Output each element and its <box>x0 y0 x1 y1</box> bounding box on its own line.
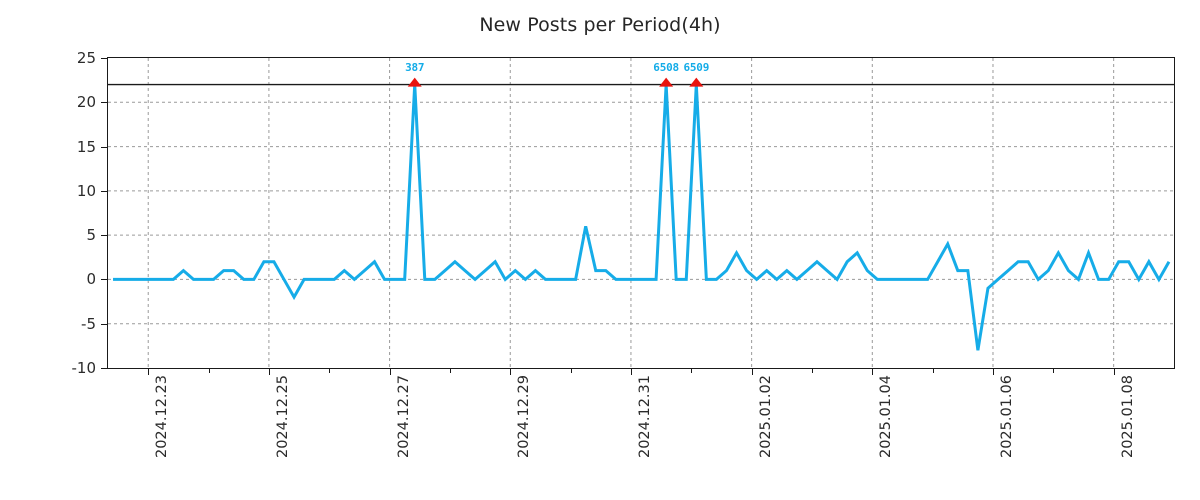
peak-marker-triangle <box>689 77 704 87</box>
chart-title: New Posts per Period(4h) <box>479 14 721 36</box>
y-axis-tick-mark <box>101 58 107 59</box>
x-axis-tick-label: 2025.01.08 <box>1119 375 1136 459</box>
x-axis-tick-label: 2024.12.29 <box>516 375 533 459</box>
y-axis-tick-mark <box>101 235 107 237</box>
series-new-posts <box>108 58 1174 368</box>
x-axis-tick-label: 2024.12.27 <box>395 375 412 459</box>
plot-inner <box>108 58 1174 368</box>
y-axis-tick-mark <box>101 279 107 281</box>
data-line <box>113 84 1171 351</box>
y-axis-tick-label: 5 <box>86 226 96 245</box>
x-axis-tick-major <box>630 368 632 375</box>
x-axis-tick-major <box>389 368 391 375</box>
x-axis-tick-label: 2025.01.06 <box>998 375 1015 459</box>
y-axis-tick-mark <box>101 102 107 104</box>
x-axis-tick-minor <box>570 368 572 373</box>
y-axis-tick-label: 20 <box>76 93 96 112</box>
x-axis-tick-minor <box>329 368 331 373</box>
x-axis-tick-minor <box>449 368 451 373</box>
peak-value-label: 6508 <box>653 60 679 74</box>
x-axis-tick-major <box>148 368 150 375</box>
peak-value-label: 387 <box>405 60 425 74</box>
peak-marker-triangle <box>407 77 422 87</box>
y-axis-tick-label: 10 <box>76 181 96 200</box>
y-axis-tick-mark <box>101 146 107 148</box>
x-axis-tick-minor <box>208 368 210 373</box>
plot-area <box>107 57 1175 369</box>
x-axis-tick-label: 2024.12.25 <box>274 375 291 459</box>
x-axis-tick-minor <box>691 368 693 373</box>
x-axis-tick-minor <box>932 368 934 373</box>
x-axis-tick-label: 2025.01.02 <box>757 375 774 459</box>
x-axis-tick-major <box>268 368 270 375</box>
y-axis-tick-label: -10 <box>71 359 97 377</box>
x-axis-tick-major <box>510 368 512 375</box>
peak-value-label: 6509 <box>683 60 710 74</box>
y-axis-tick-label: 15 <box>76 137 96 156</box>
x-axis-tick-minor <box>811 368 813 373</box>
y-axis-tick-label: 25 <box>76 49 96 67</box>
x-axis-tick-label: 2024.12.23 <box>154 375 171 459</box>
y-axis-tick-mark <box>101 323 107 325</box>
y-axis-tick-mark <box>101 368 107 369</box>
x-axis-tick-label: 2025.01.04 <box>878 375 895 459</box>
x-axis-tick-label: 2024.12.31 <box>636 375 653 459</box>
x-axis-tick-major <box>1113 368 1115 375</box>
peak-marker-triangle <box>659 77 674 87</box>
y-axis-tick-mark <box>101 190 107 192</box>
y-axis-tick-label: 0 <box>86 270 96 289</box>
x-axis-tick-major <box>751 368 753 375</box>
x-axis-tick-minor <box>1053 368 1055 373</box>
x-axis-tick-major <box>872 368 874 375</box>
y-axis-tick-label: -5 <box>81 314 96 333</box>
x-axis-tick-major <box>992 368 994 375</box>
